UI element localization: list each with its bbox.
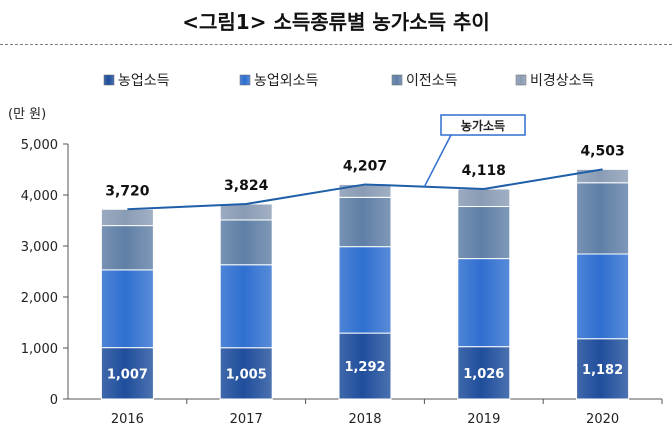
bar-segment (100, 269, 154, 349)
y-tick-label: 2,000 (21, 291, 58, 306)
callout-label: 농가소득 (461, 118, 505, 133)
bar-value-label: 1,292 (344, 360, 385, 375)
total-value-label: 3,720 (105, 183, 150, 199)
bar-segment (576, 338, 630, 400)
total-line (127, 168, 603, 211)
x-tick-label: 2018 (348, 412, 381, 427)
callout-leader (423, 134, 452, 188)
bar-segment (457, 206, 511, 260)
total-value-label: 3,824 (224, 178, 269, 194)
title-divider (0, 44, 672, 45)
y-tick-label: 4,000 (21, 189, 58, 204)
bar-segment (219, 203, 273, 221)
bar-segment (100, 208, 154, 227)
x-tick-label: 2017 (230, 412, 263, 427)
callout-box (440, 114, 526, 136)
legend-label: 이전소득 (406, 73, 458, 89)
chart-title: <그림1> 소득종류별 농가소득 추이 (182, 10, 490, 34)
total-value-label: 4,207 (343, 158, 387, 174)
x-tick-label: 2020 (586, 412, 619, 427)
bar-segment (100, 225, 154, 271)
total-value-label: 4,503 (580, 143, 624, 159)
y-tick-label: 0 (50, 393, 58, 408)
y-tick-label: 3,000 (21, 240, 58, 255)
bar-segment (338, 246, 392, 334)
x-tick-label: 2019 (467, 412, 500, 427)
y-axis-label: (만 원) (8, 107, 46, 122)
bar-segment (457, 346, 511, 400)
y-tick-label: 5,000 (21, 138, 58, 153)
legend-swatch (103, 74, 115, 86)
bar-value-label: 1,005 (226, 367, 267, 382)
y-tick-label: 1,000 (21, 342, 58, 357)
x-tick-label: 2016 (111, 412, 144, 427)
bar-segment (338, 196, 392, 248)
bar-segment (457, 258, 511, 348)
legend-label: 비경상소득 (530, 73, 595, 89)
bar-value-label: 1,182 (582, 363, 623, 378)
legend-swatch (515, 74, 527, 86)
bar-segment (338, 183, 392, 198)
bar-value-label: 1,007 (107, 367, 148, 382)
bar-segment (219, 264, 273, 349)
legend-swatch (391, 74, 403, 86)
bar-segment (219, 219, 273, 266)
legend-swatch (239, 74, 251, 86)
bar-value-label: 1,026 (463, 367, 504, 382)
bar-segment (457, 188, 511, 208)
bar-segment (576, 253, 630, 340)
bar-segment (576, 182, 630, 255)
legend-label: 농업소득 (118, 73, 170, 89)
total-value-label: 4,118 (462, 163, 506, 179)
legend-label: 농업외소득 (254, 73, 319, 89)
